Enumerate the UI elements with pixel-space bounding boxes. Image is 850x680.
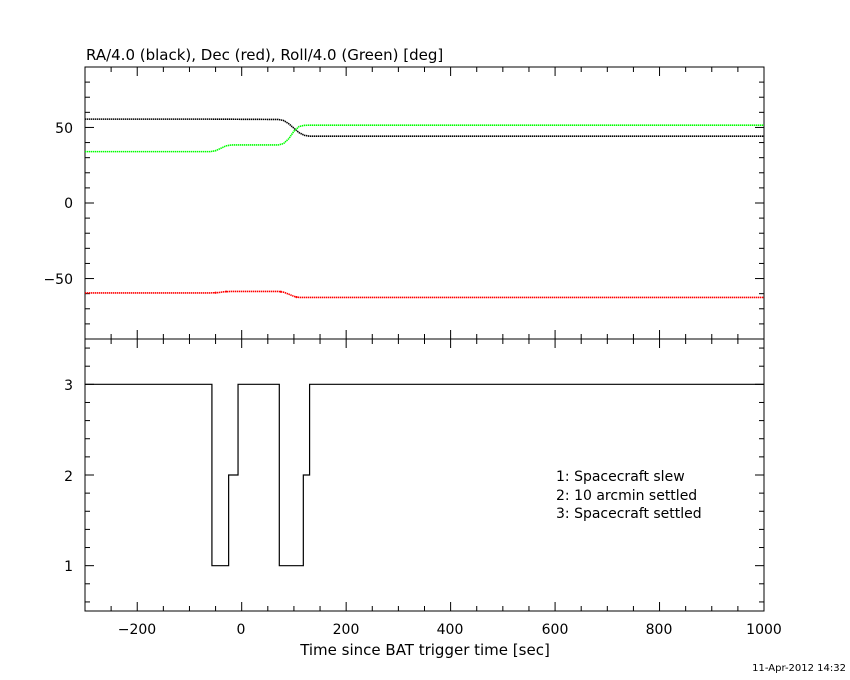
timestamp: 11-Apr-2012 14:32 — [752, 663, 846, 674]
x-tick-label-200: 200 — [333, 622, 360, 638]
x-tick-label-600: 600 — [542, 622, 569, 638]
top-chart-title: RA/4.0 (black), Dec (red), Roll/4.0 (Gre… — [86, 46, 443, 64]
y-tick-label-top-minus50: −50 — [43, 272, 73, 288]
top-series-roll-4-0 — [85, 124, 764, 153]
x-tick-label-800: 800 — [646, 622, 673, 638]
y-tick-label-top-50: 50 — [55, 121, 73, 137]
y-tick-label-bottom-2: 2 — [64, 469, 73, 485]
x-tick-label-400: 400 — [437, 622, 464, 638]
x-tick-label-1000: 1000 — [746, 622, 782, 638]
x-axis-label: Time since BAT trigger time [sec] — [299, 641, 550, 659]
x-tick-label-0: 0 — [237, 622, 246, 638]
legend-entry-1: 1: Spacecraft slew — [556, 469, 685, 485]
y-tick-label-bottom-1: 1 — [64, 559, 73, 575]
top-series-ra-4-0 — [85, 118, 764, 138]
top-series-dec-point — [279, 290, 282, 293]
top-series-dec-point — [295, 296, 298, 299]
y-tick-label-bottom-3: 3 — [64, 378, 73, 394]
legend-entry-2: 2: 10 arcmin settled — [556, 488, 697, 504]
y-tick-label-top-0: 0 — [64, 196, 73, 212]
x-tick-label-minus200: −200 — [118, 622, 156, 638]
top-series-dec-point — [224, 290, 228, 293]
top-series-dec — [85, 290, 764, 299]
bottom-series-settle-status — [85, 383, 764, 567]
top-series-dec-point — [214, 291, 217, 294]
legend-entry-3: 3: Spacecraft settled — [556, 506, 702, 522]
